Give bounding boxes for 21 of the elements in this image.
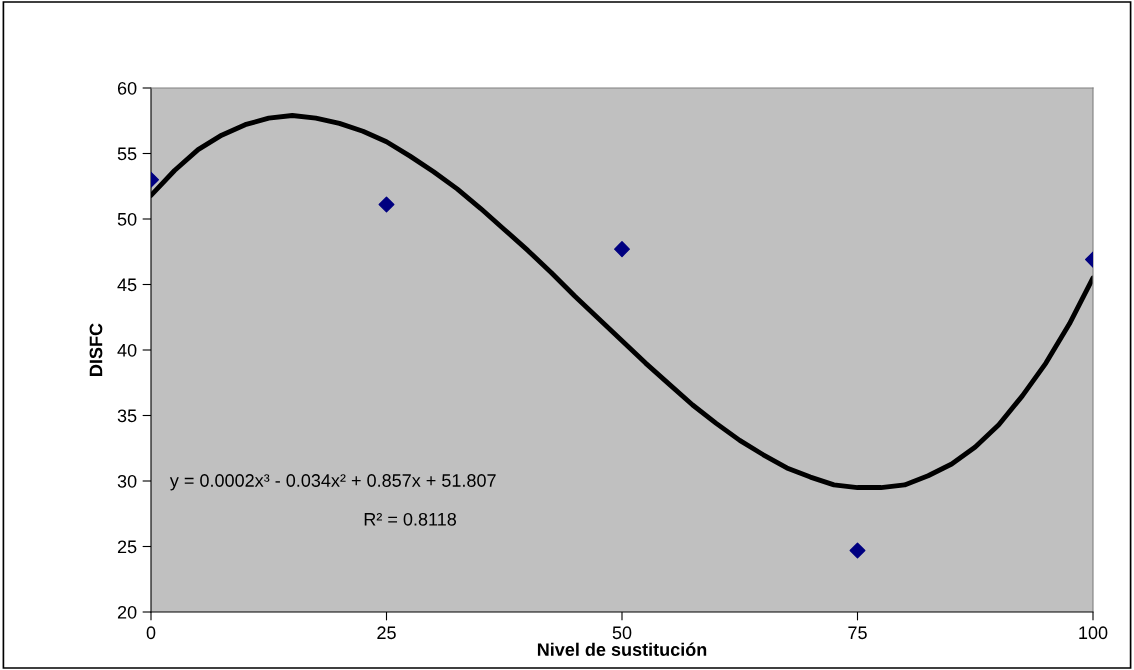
annotation: y = 0.0002x³ - 0.034x² + 0.857x + 51.807 xyxy=(169,474,496,491)
y-tick-label: 60 xyxy=(117,81,137,95)
annotation: R² = 0.8118 xyxy=(364,512,457,526)
y-tick-label: 20 xyxy=(117,605,137,619)
x-tick-label: 25 xyxy=(377,626,396,640)
y-tick-label: 35 xyxy=(117,409,137,423)
y-tick-label: 45 xyxy=(117,278,137,292)
x-tick-label: 75 xyxy=(848,626,867,640)
x-tick-label: 100 xyxy=(1079,626,1108,640)
point xyxy=(378,196,395,213)
y-tick-label: 25 xyxy=(117,540,137,554)
x-axis-title: Nivel de sustitución xyxy=(537,642,707,656)
y-axis-title: DISFC xyxy=(89,323,103,376)
y-tick-label: 40 xyxy=(117,343,137,357)
y-tick-label: 50 xyxy=(117,212,137,226)
x-tick-label: 0 xyxy=(146,626,156,640)
x-tick-label: 50 xyxy=(612,626,632,640)
point xyxy=(614,241,630,258)
point xyxy=(849,542,866,559)
y-tick-label: 55 xyxy=(117,147,137,161)
y-tick-label: 30 xyxy=(117,474,137,488)
